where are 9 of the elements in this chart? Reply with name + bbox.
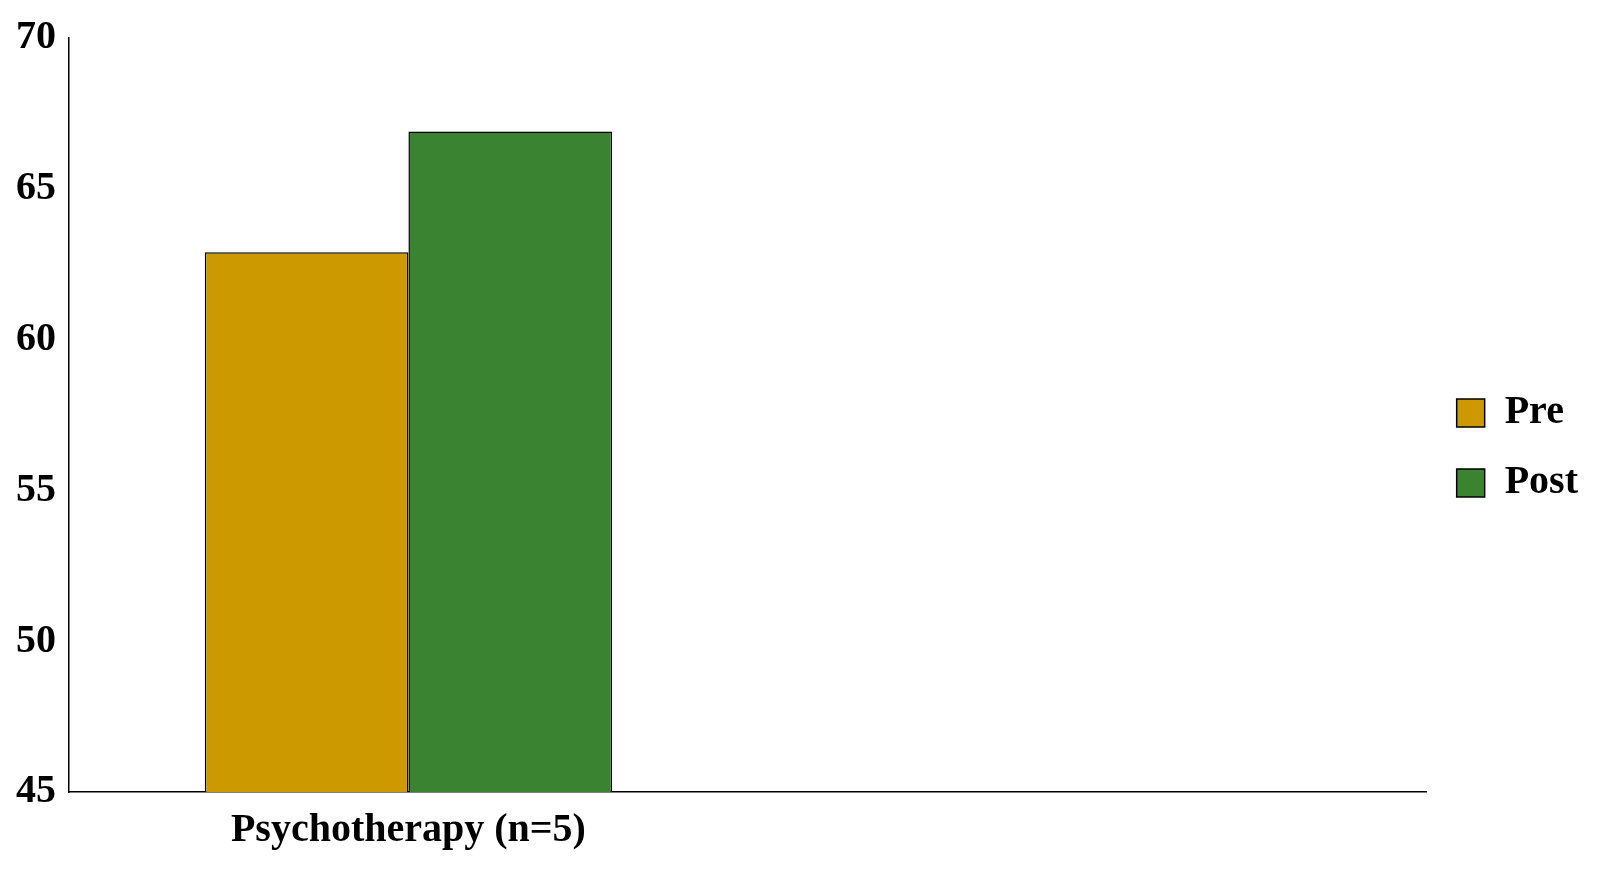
y-tick-label: 55 [16,464,56,510]
x-tick-label: Psychotherapy (n=5) [230,805,586,851]
y-tick-label: 65 [16,163,56,209]
y-tick-label: 60 [16,313,56,359]
legend-label: Pre [1504,387,1564,433]
legend-label: Post [1504,457,1579,503]
y-tick-label: 70 [16,12,56,58]
y-tick-label: 45 [16,766,56,812]
y-tick-label: 50 [16,615,56,661]
